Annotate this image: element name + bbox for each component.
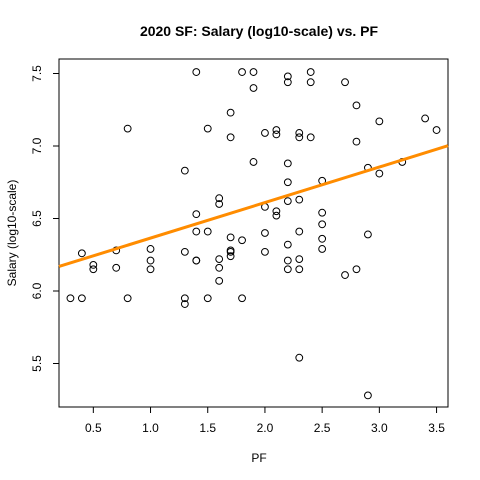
y-tick-label: 5.5 <box>30 355 44 372</box>
data-point <box>283 240 292 249</box>
data-point <box>283 159 292 168</box>
data-point <box>283 265 292 274</box>
data-points <box>66 68 441 400</box>
data-point <box>295 255 304 264</box>
x-tick-label: 2.5 <box>314 421 331 435</box>
data-point <box>352 101 361 110</box>
y-tick-label: 6.0 <box>30 282 44 299</box>
regression-line <box>58 144 449 268</box>
y-tick-label: 6.5 <box>30 210 44 227</box>
y-axis-title: Salary (log10-scale) <box>5 180 19 287</box>
data-point <box>283 72 292 81</box>
x-tick-label: 2.0 <box>257 421 274 435</box>
data-point <box>261 229 269 237</box>
data-point <box>295 353 304 362</box>
data-point <box>283 256 292 265</box>
data-point <box>318 208 327 217</box>
data-point <box>123 294 132 303</box>
data-point <box>272 211 281 220</box>
data-point <box>249 84 258 92</box>
data-point <box>272 130 281 139</box>
data-point <box>77 294 86 303</box>
data-point <box>180 247 189 256</box>
data-point <box>261 129 269 137</box>
data-point <box>180 300 189 308</box>
data-point <box>215 276 224 285</box>
data-point <box>318 220 327 229</box>
data-point <box>226 108 235 117</box>
data-point <box>215 200 224 208</box>
data-point <box>364 230 372 239</box>
data-point <box>352 137 361 146</box>
data-point <box>295 227 304 236</box>
y-tick-label: 7.5 <box>30 65 44 82</box>
data-point <box>203 227 212 236</box>
data-point <box>238 68 246 76</box>
x-tick-label: 1.0 <box>142 421 159 435</box>
data-point <box>341 78 349 87</box>
y-tick-label: 7.0 <box>30 137 44 154</box>
y-axis-ticks: 5.5 6.0 6.5 7.0 7.5 <box>30 65 59 372</box>
data-point <box>123 124 132 133</box>
data-point <box>352 265 361 274</box>
data-point <box>295 129 304 137</box>
data-point <box>192 227 201 236</box>
x-tick-label: 0.5 <box>85 421 102 435</box>
data-point <box>226 247 235 256</box>
data-point <box>146 265 155 274</box>
data-point <box>272 126 281 134</box>
data-point <box>364 391 372 400</box>
data-point <box>283 178 292 187</box>
data-point <box>249 158 258 166</box>
data-point <box>192 68 201 76</box>
data-point <box>432 126 441 134</box>
data-point <box>77 249 86 258</box>
data-point <box>295 265 304 274</box>
data-point <box>318 234 327 243</box>
data-point <box>238 294 246 303</box>
data-point <box>272 207 281 216</box>
data-point <box>226 233 235 242</box>
data-point <box>375 169 384 178</box>
data-point <box>226 252 235 261</box>
data-point <box>295 133 304 142</box>
x-tick-label: 3.0 <box>371 421 388 435</box>
data-point <box>146 256 155 265</box>
data-point <box>89 261 98 269</box>
data-point <box>421 114 430 123</box>
data-point <box>112 263 121 272</box>
data-point <box>238 236 246 245</box>
data-point <box>215 263 224 272</box>
x-tick-label: 3.5 <box>428 421 445 435</box>
chart-title: 2020 SF: Salary (log10-scale) vs. PF <box>140 23 379 39</box>
data-point <box>306 78 315 87</box>
data-point <box>66 294 75 303</box>
data-point <box>192 210 201 219</box>
plot-frame <box>58 58 449 408</box>
data-point <box>215 255 224 264</box>
data-point <box>89 265 98 274</box>
x-axis-title: PF <box>251 451 266 465</box>
data-point <box>192 256 201 265</box>
data-point <box>318 245 327 253</box>
data-point <box>146 245 155 253</box>
data-point <box>215 194 224 203</box>
x-axis-ticks: 0.5 1.0 1.5 2.0 2.5 3.0 3.5 <box>85 407 445 435</box>
x-tick-label: 1.5 <box>199 421 216 435</box>
data-point <box>180 294 189 303</box>
data-point <box>226 133 235 142</box>
data-point <box>203 294 212 303</box>
data-point <box>295 195 304 204</box>
data-point <box>203 124 212 133</box>
data-point <box>180 166 189 175</box>
data-point <box>306 68 315 76</box>
data-point <box>249 68 258 76</box>
data-point <box>283 197 292 206</box>
data-point <box>261 247 269 256</box>
data-point <box>306 133 315 142</box>
data-point <box>341 271 349 279</box>
data-point <box>375 117 384 126</box>
data-point <box>283 78 292 87</box>
